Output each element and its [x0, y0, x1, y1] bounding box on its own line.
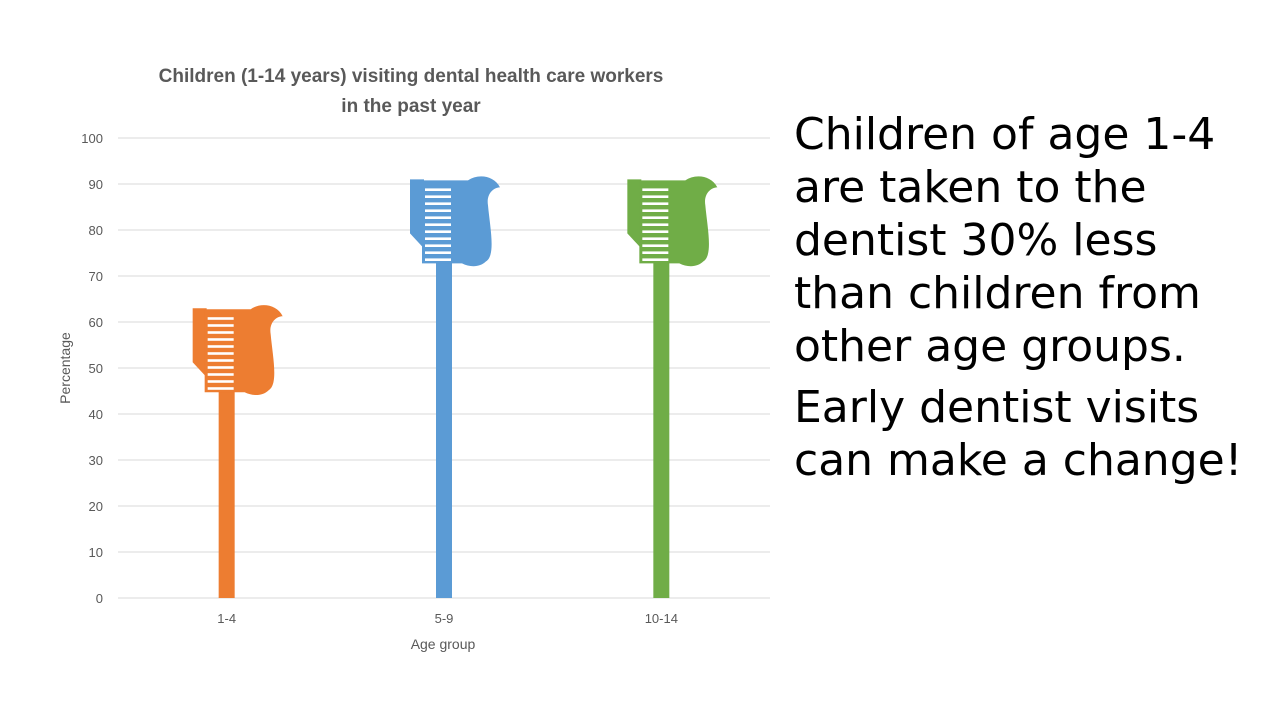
toothbrush-bristle — [425, 251, 451, 254]
toothbrush-bristle — [642, 209, 669, 212]
toothbrush-bristle — [207, 380, 234, 383]
toothbrush-bristle — [642, 230, 669, 233]
toothbrush-bristle — [425, 195, 451, 198]
toothbrush-bristle — [207, 324, 234, 327]
toothbrush-bristle — [642, 195, 669, 198]
toothbrush-handle — [410, 179, 452, 598]
chart-title-line: in the past year — [341, 96, 481, 117]
toothbrush-head — [639, 176, 718, 267]
toothbrush-bristle — [207, 331, 234, 334]
toothbrush-bristle — [207, 359, 234, 362]
toothbrush-handle — [627, 179, 670, 598]
y-tick-label: 60 — [89, 315, 103, 330]
toothbrush-bristle — [642, 258, 669, 261]
toothbrush-bristle — [425, 202, 451, 205]
y-tick-label: 30 — [89, 453, 103, 468]
toothbrush-bristle — [207, 317, 234, 320]
toothbrush-bristle — [425, 244, 451, 247]
toothbrush-bristle — [207, 345, 234, 348]
y-tick-label: 10 — [89, 545, 103, 560]
y-tick-label: 0 — [96, 591, 103, 606]
toothbrush-bristle — [425, 223, 451, 226]
toothbrush-bristle — [207, 352, 234, 355]
toothbrush-bristle — [642, 223, 669, 226]
y-tick-label: 50 — [89, 361, 103, 376]
toothbrush-bristle — [425, 209, 451, 212]
toothbrush-bristle — [425, 216, 451, 219]
toothbrush-bristle — [642, 216, 669, 219]
toothbrush-bar-5-9 — [410, 176, 500, 598]
callout-statement: Children of age 1-4 are taken to the den… — [794, 109, 1216, 372]
toothbrush-bristle — [642, 251, 669, 254]
callout-call-to-action: Early dentist visits can make a change! — [794, 382, 1243, 486]
y-tick-label: 20 — [89, 499, 103, 514]
toothbrush-bristle — [642, 188, 669, 191]
toothbrush-bristle — [642, 244, 669, 247]
toothbrush-bristle — [207, 338, 234, 341]
y-tick-labels: 0 10 20 30 40 50 60 70 80 90 100 — [81, 131, 103, 606]
chart-title-line: Children (1-14 years) visiting dental he… — [159, 66, 664, 87]
y-tick-label: 80 — [89, 223, 103, 238]
x-tick-label: 10-14 — [645, 611, 678, 626]
toothbrush-bristle — [207, 366, 234, 369]
toothbrush-bar-chart: Children (1-14 years) visiting dental he… — [57, 66, 770, 652]
toothbrush-head — [422, 176, 500, 267]
toothbrush-bristle — [207, 387, 234, 390]
y-tick-label: 40 — [89, 407, 103, 422]
toothbrush-bristle — [425, 258, 451, 261]
toothbrush-bar-10-14 — [627, 176, 718, 598]
toothbrush-head — [204, 305, 283, 395]
x-axis-label: Age group — [411, 636, 476, 652]
toothbrush-bars — [192, 176, 718, 598]
toothbrush-bristle — [425, 188, 451, 191]
toothbrush-bristle — [425, 230, 451, 233]
y-axis-label: Percentage — [57, 332, 73, 404]
toothbrush-bristle — [642, 202, 669, 205]
toothbrush-bristle — [207, 373, 234, 376]
y-tick-label: 100 — [81, 131, 103, 146]
y-tick-label: 90 — [89, 177, 103, 192]
x-tick-label: 1-4 — [217, 611, 236, 626]
chart-title: Children (1-14 years) visiting dental he… — [159, 66, 664, 117]
y-tick-label: 70 — [89, 269, 103, 284]
x-tick-label: 5-9 — [435, 611, 454, 626]
toothbrush-bar-1-4 — [192, 305, 283, 598]
callout-text: Children of age 1-4 are taken to the den… — [794, 108, 1254, 495]
toothbrush-bristle — [642, 237, 669, 240]
toothbrush-bristle — [425, 237, 451, 240]
x-tick-labels: 1-4 5-9 10-14 — [217, 611, 678, 626]
